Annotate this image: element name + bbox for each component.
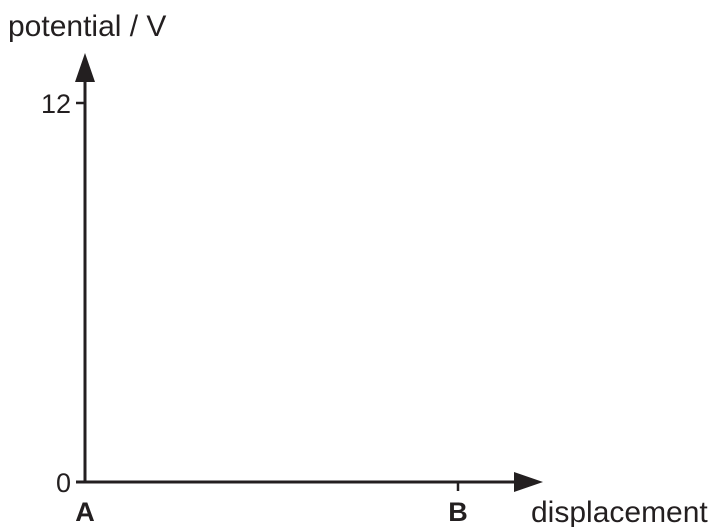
- y-tick-label-12: 12: [41, 89, 71, 119]
- x-axis-arrow: [514, 472, 543, 492]
- y-tick-label-0: 0: [56, 468, 71, 498]
- x-tick-label-a: A: [75, 497, 95, 527]
- y-axis-arrow: [75, 53, 95, 82]
- y-axis-title: potential / V: [8, 10, 166, 43]
- x-axis-title: displacement: [531, 496, 708, 527]
- x-tick-label-b: B: [448, 497, 468, 527]
